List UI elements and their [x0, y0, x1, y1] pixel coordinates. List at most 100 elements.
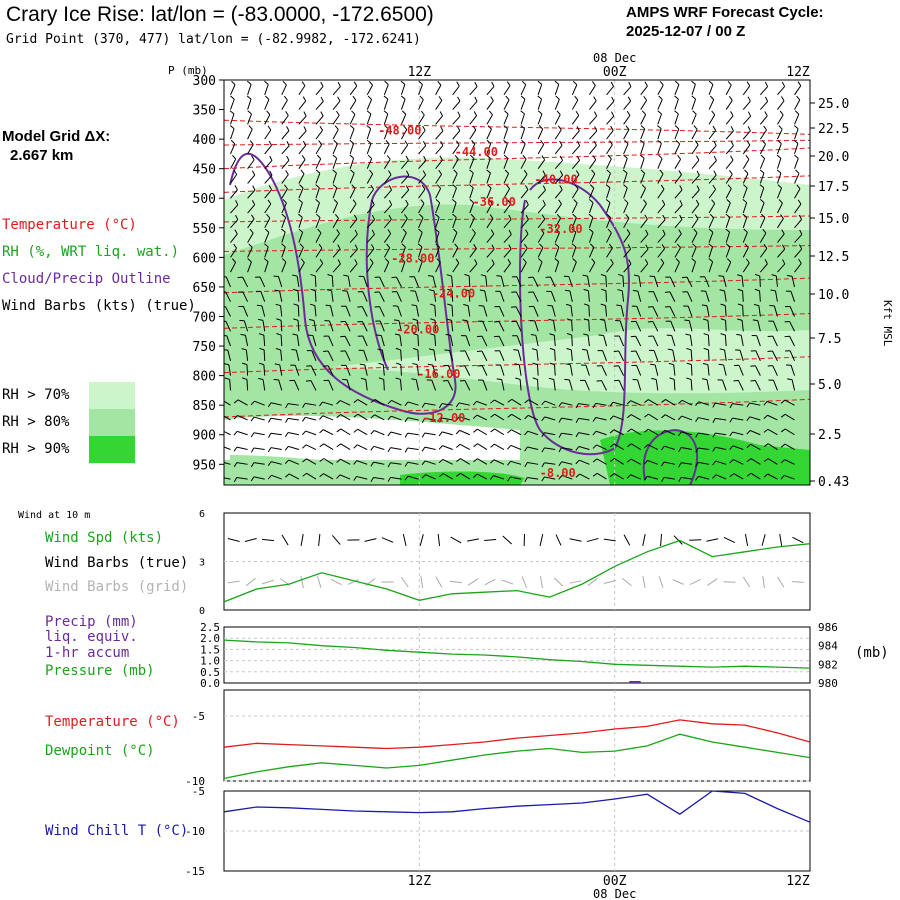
wind-barb-staff [516, 276, 522, 288]
wind-barb-staff [708, 99, 715, 110]
wind-barb [640, 125, 646, 140]
wind-barb-staff [561, 447, 573, 451]
wind-barb-staff [264, 232, 270, 243]
wind-barb [640, 229, 649, 243]
wind-barb-flag [793, 139, 799, 144]
wind-barb-flag [235, 200, 239, 206]
wind-barb-flag [401, 110, 407, 115]
wind-barb [490, 443, 505, 450]
wind-barb [717, 379, 727, 391]
wind-barb-staff [468, 290, 471, 302]
wind-barb-staff [224, 477, 231, 480]
wind-barb-staff [323, 473, 334, 480]
wind-barb [412, 362, 420, 376]
wind-barb-flag [251, 170, 256, 176]
wind-barb [794, 244, 803, 258]
wind-barb-staff [452, 115, 461, 125]
wind-barb-staff [732, 417, 744, 421]
wind-barb-staff [706, 379, 710, 391]
wind-barb [644, 399, 659, 406]
wind-barb [684, 319, 693, 332]
wind-barb-staff [520, 189, 529, 199]
wind-barb-true [792, 536, 804, 544]
wind-barb [785, 305, 795, 317]
wind-barb-staff [503, 113, 509, 125]
wind-barb [657, 169, 664, 184]
wind-barb [537, 155, 546, 169]
wind-barb-staff [515, 306, 522, 317]
wind-barb-flag [701, 304, 707, 307]
wind-barb-staff [690, 379, 693, 391]
wind-barb [617, 273, 625, 287]
wind-barb-flag [575, 473, 580, 478]
wind-barb-flag [258, 362, 265, 366]
wind-barb-flag [696, 185, 700, 191]
wind-barb-staff [323, 443, 334, 450]
wind-barb [588, 184, 595, 199]
wind-barb [238, 305, 249, 317]
wind-barb-staff [686, 276, 693, 288]
wind-barb-flag [491, 259, 495, 265]
wind-barb-staff [494, 413, 505, 421]
pressure-tick-label: 850 [193, 399, 216, 414]
wind-barb-flag [233, 462, 238, 468]
height-tick-label: 17.5 [818, 180, 849, 195]
wind-barb-staff [486, 80, 488, 81]
wind-barb [589, 126, 598, 140]
wind-barb [737, 274, 744, 287]
wind-barb-staff [225, 321, 231, 332]
wind-barb [520, 110, 525, 125]
wind-barb-staff [537, 379, 539, 391]
wind-barb-flag [474, 67, 476, 71]
wind-barb-flag [645, 229, 649, 235]
wind-barb-staff [332, 263, 341, 273]
wind-barb [657, 81, 664, 96]
wind-barb-staff [356, 475, 368, 480]
wind-barb-staff [759, 217, 766, 229]
wind-barb-flag [427, 363, 433, 366]
wind-barb-staff [367, 80, 368, 81]
wind-barb [370, 461, 385, 467]
wind-barb-staff [794, 99, 801, 110]
wind-barb [438, 403, 453, 409]
wind-barb-staff [554, 217, 561, 229]
wind-barb-staff [759, 143, 766, 155]
wind-barb [596, 365, 607, 376]
windchill-tick-label: -15 [185, 865, 205, 878]
wind-barb [400, 258, 406, 273]
wind-barb-flag [566, 318, 572, 321]
wind-barb-staff [758, 305, 761, 317]
wind-barb-flag [383, 110, 389, 115]
wind-barb-flag [798, 244, 803, 250]
wind-barb [342, 378, 351, 391]
wind-barb-flag [336, 229, 340, 234]
wind-barb-staff [623, 263, 632, 273]
wind-barb [759, 111, 768, 125]
wind-barb-staff [332, 202, 339, 214]
wind-barb-staff [772, 335, 778, 347]
wind-barb [230, 200, 239, 214]
wind-barb-flag [359, 363, 365, 366]
wind-barb-staff [357, 444, 368, 450]
wind-barb-staff [298, 173, 305, 184]
wind-barb-staff [554, 144, 563, 155]
wind-barb-staff [569, 364, 573, 376]
wind-barb-staff [568, 276, 573, 288]
wind-barb-staff [293, 380, 300, 391]
wind-barb-staff [382, 364, 385, 376]
wind-barb [267, 461, 282, 466]
wind-barb [537, 258, 543, 273]
model-grid-value: 2.667 km [10, 147, 74, 164]
wind-barb [524, 399, 539, 406]
wind-barb [469, 140, 476, 155]
wind-barb [572, 80, 573, 81]
wind-barb-flag [589, 184, 595, 189]
wind-barb [418, 199, 425, 214]
wind-barb [400, 95, 406, 110]
wind-barb-staff [346, 290, 351, 302]
wind-barb-staff [298, 217, 303, 228]
wind-barb [452, 184, 457, 199]
wind-barb-staff [640, 203, 647, 214]
wind-barb-flag [540, 228, 545, 234]
